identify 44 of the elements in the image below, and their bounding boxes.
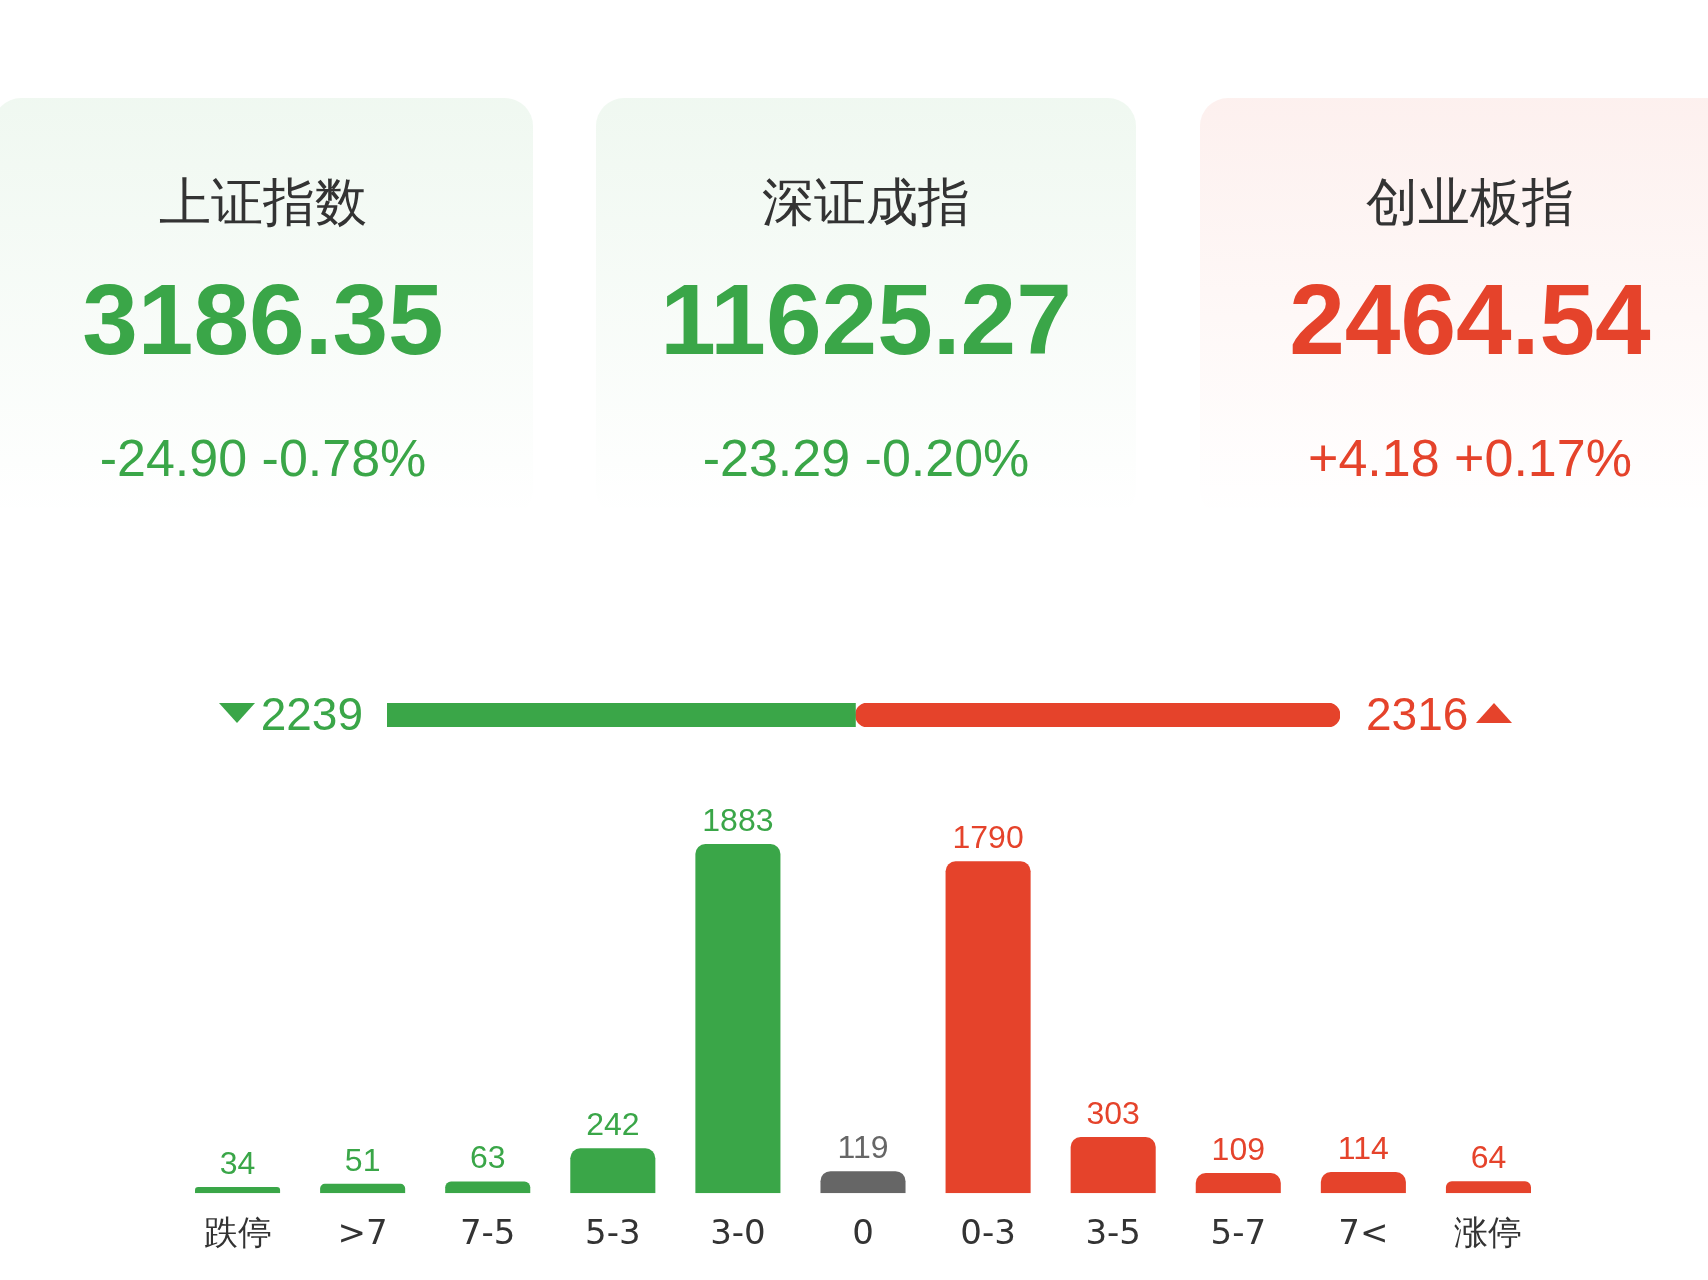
x-tick-label: 5-3 <box>585 1212 641 1253</box>
text: +4.18 +0.17% <box>1307 428 1633 488</box>
bar <box>195 1186 281 1194</box>
bar <box>695 844 781 1194</box>
data-label: 1883 <box>702 801 774 838</box>
data-label: 303 <box>1086 1094 1140 1131</box>
data-label: 2464.54 <box>1288 262 1652 377</box>
data-label: 63 <box>469 1139 506 1176</box>
category-label: 上证指数 <box>158 171 368 234</box>
x-tick-label: 5-7 <box>1210 1212 1267 1253</box>
category-label: 深证成指 <box>761 171 971 234</box>
data-label: 3186.35 <box>81 262 445 377</box>
data-label: 34 <box>219 1144 256 1181</box>
x-tick-label: 3-5 <box>1085 1212 1141 1253</box>
bar <box>1445 1181 1531 1194</box>
data-label: 109 <box>1211 1130 1265 1167</box>
data-label: 1790 <box>952 819 1024 856</box>
data-label: 64 <box>1470 1139 1507 1176</box>
bar <box>570 1148 656 1194</box>
x-tick-label: 涨停 <box>1454 1212 1523 1253</box>
data-label: 2239 <box>260 687 363 740</box>
x-tick-label: 7-5 <box>459 1212 516 1253</box>
text: -24.90 -0.78% <box>98 428 428 488</box>
bar <box>1195 1172 1281 1194</box>
x-tick-label: 跌停 <box>203 1212 272 1253</box>
text: -23.29 -0.20% <box>701 428 1031 488</box>
x-tick-label: 0 <box>852 1212 874 1253</box>
data-label: 2316 <box>1366 687 1469 740</box>
bar <box>945 861 1031 1194</box>
category-label: 创业板指 <box>1365 171 1575 234</box>
bar <box>820 1171 906 1194</box>
x-tick-label: 3-0 <box>710 1212 766 1253</box>
x-tick-label: >7 <box>337 1212 388 1253</box>
data-label: 114 <box>1337 1129 1389 1166</box>
bar <box>1320 1172 1406 1194</box>
x-tick-label: 0-3 <box>960 1212 1016 1253</box>
data-label: 51 <box>344 1141 381 1178</box>
bar <box>320 1183 406 1194</box>
x-tick-label: 7< <box>1338 1212 1389 1253</box>
bar <box>445 1181 531 1194</box>
data-label: 119 <box>837 1128 889 1165</box>
bar <box>1070 1137 1156 1194</box>
data-label: 242 <box>586 1106 640 1143</box>
data-label: 11625.27 <box>659 262 1073 377</box>
